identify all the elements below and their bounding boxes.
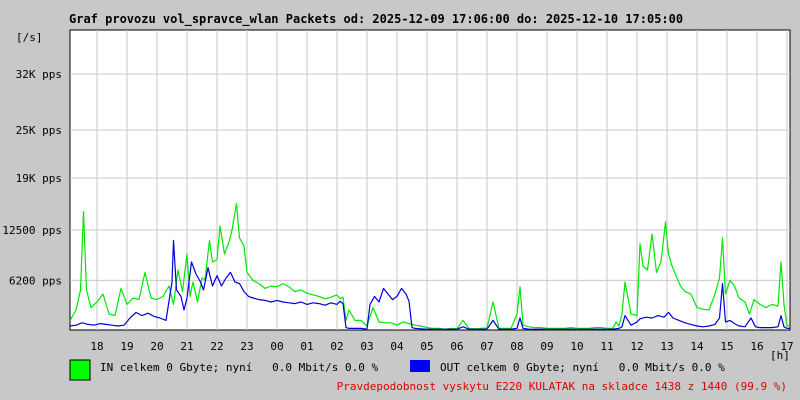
plot-area bbox=[69, 29, 791, 331]
x-tick-label: 06 bbox=[450, 340, 463, 353]
y-tick-label: 19K pps bbox=[16, 172, 62, 185]
x-unit-label: [h] bbox=[770, 349, 790, 362]
x-tick-label: 22 bbox=[210, 340, 223, 353]
x-tick-label: 20 bbox=[150, 340, 163, 353]
x-tick-label: 23 bbox=[240, 340, 253, 353]
x-tick-label: 09 bbox=[540, 340, 553, 353]
x-tick-label: 04 bbox=[390, 340, 404, 353]
y-tick-label: 25K pps bbox=[16, 124, 62, 137]
series-line-in bbox=[70, 203, 790, 330]
x-tick-label: 17 bbox=[780, 340, 793, 353]
legend-in-swatch bbox=[69, 359, 91, 381]
x-tick-label: 10 bbox=[570, 340, 583, 353]
chart-title: Graf provozu vol_spravce_wlan Packets od… bbox=[69, 12, 683, 27]
y-tick-label: 32K pps bbox=[16, 68, 62, 81]
x-tick-label: 07 bbox=[480, 340, 493, 353]
x-tick-label: 13 bbox=[660, 340, 673, 353]
y-unit-label: [/s] bbox=[16, 31, 43, 44]
grid-lines bbox=[70, 30, 790, 330]
series-layer bbox=[70, 203, 790, 330]
x-tick-label: 15 bbox=[720, 340, 733, 353]
y-tick-label: 6200 pps bbox=[9, 274, 62, 287]
x-tick-label: 12 bbox=[630, 340, 643, 353]
x-tick-label: 16 bbox=[750, 340, 763, 353]
x-tick-label: 18 bbox=[90, 340, 103, 353]
legend-out-text: OUT celkem 0 Gbyte; nyní 0.0 Mbit/s 0.0 … bbox=[440, 361, 725, 374]
x-tick-label: 02 bbox=[330, 340, 343, 353]
legend: IN celkem 0 Gbyte; nyní 0.0 Mbit/s 0.0 %… bbox=[69, 359, 725, 381]
x-tick-label: 14 bbox=[690, 340, 704, 353]
x-tick-label: 19 bbox=[120, 340, 133, 353]
x-tick-label: 05 bbox=[420, 340, 433, 353]
x-tick-label: 03 bbox=[360, 340, 373, 353]
x-tick-label: 01 bbox=[300, 340, 313, 353]
legend-in-text: IN celkem 0 Gbyte; nyní 0.0 Mbit/s 0.0 % bbox=[100, 361, 379, 374]
legend-out-swatch bbox=[410, 360, 430, 372]
y-axis-ticks: 6200 pps 12500 pps 19K pps 25K pps 32K pps bbox=[2, 68, 62, 287]
footer-note: Pravdepodobnost vyskytu E220 KULATAK na … bbox=[337, 380, 787, 393]
x-tick-label: 11 bbox=[600, 340, 613, 353]
x-axis-ticks: 18 19 20 21 22 23 00 01 02 03 04 05 06 07 08 09 10 11 12 13… bbox=[90, 340, 793, 353]
series-line-out bbox=[70, 239, 790, 330]
x-tick-label: 00 bbox=[270, 340, 283, 353]
x-tick-label: 21 bbox=[180, 340, 193, 353]
y-tick-label: 12500 pps bbox=[2, 224, 62, 237]
x-tick-label: 08 bbox=[510, 340, 523, 353]
